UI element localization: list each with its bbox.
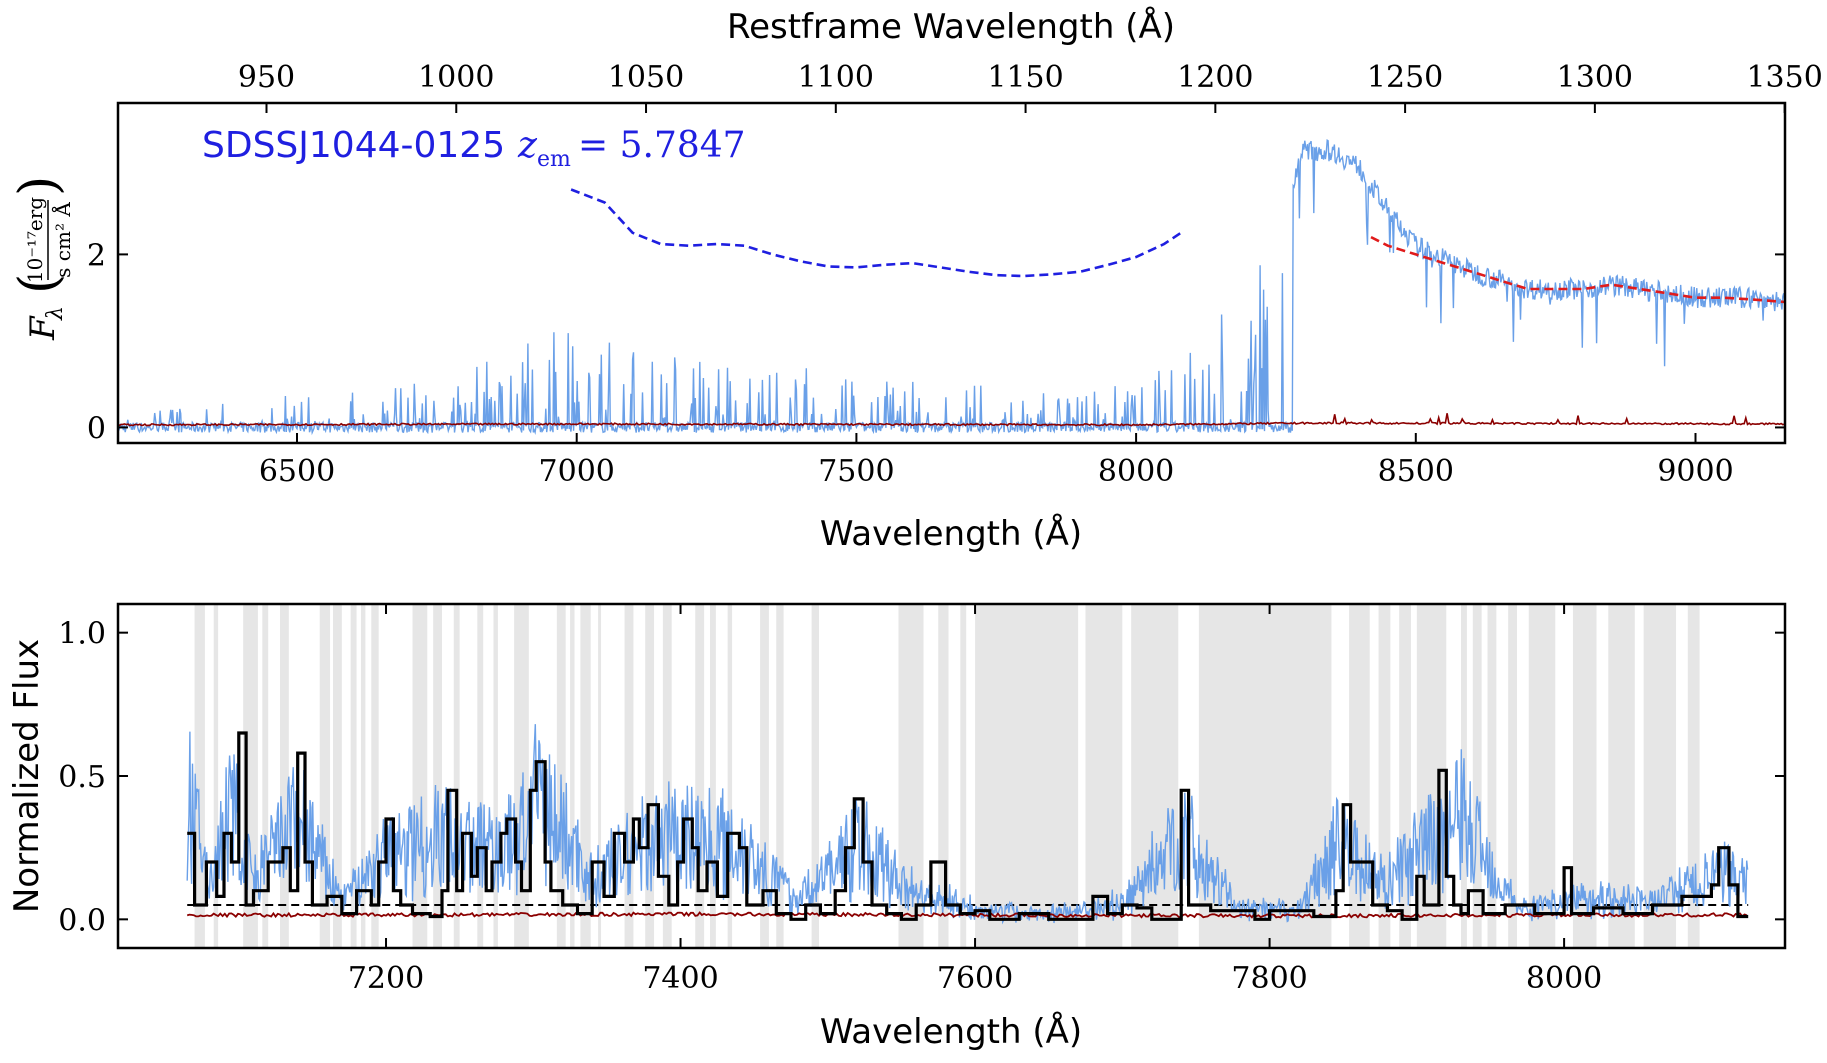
- bottom-xtick-label: 7800: [1231, 961, 1307, 996]
- shaded-region: [938, 604, 949, 948]
- top-flux-line: [118, 138, 1785, 436]
- shaded-region: [319, 604, 331, 948]
- bottom-xtick-label: 8000: [1526, 961, 1602, 996]
- shaded-region: [1528, 604, 1556, 948]
- shaded-region: [493, 604, 498, 948]
- shaded-region: [727, 604, 733, 948]
- top-ylabel-den: s cm² Å: [50, 202, 75, 278]
- shaded-region: [477, 604, 484, 948]
- shaded-region: [333, 604, 342, 948]
- shaded-region: [598, 604, 602, 948]
- shaded-region: [1687, 604, 1700, 948]
- shaded-region: [580, 604, 591, 948]
- top-continuum-model-line: [570, 188, 1182, 278]
- shaded-region: [1472, 604, 1482, 948]
- shaded-region: [279, 604, 289, 948]
- top-ylabel-symbol: F: [23, 315, 63, 341]
- shaded-region: [975, 604, 1079, 948]
- bottom-ytick-label: 0.5: [58, 760, 106, 795]
- z-value: = 5.7847: [578, 125, 746, 166]
- source-annotation: SDSSJ1044-0125 z em = 5.7847: [202, 125, 746, 172]
- top-restframe-tick-label: 1250: [1367, 60, 1443, 95]
- shaded-region: [1508, 604, 1517, 948]
- shaded-region: [811, 604, 819, 948]
- top-xtick-label: 6500: [259, 454, 335, 489]
- top-xtick-label: 8500: [1378, 454, 1454, 489]
- top-ylabel: F λ ( 10⁻¹⁷erg s cm² Å ): [9, 176, 75, 341]
- top-xtick-label: 8000: [1098, 454, 1174, 489]
- top-ytick-label: 2: [87, 238, 106, 273]
- shaded-region: [624, 604, 634, 948]
- top-xtick-label: 9000: [1657, 454, 1733, 489]
- shaded-region: [695, 604, 705, 948]
- shaded-region: [262, 604, 269, 948]
- bottom-xtick-label: 7400: [642, 961, 718, 996]
- shaded-region: [1416, 604, 1447, 948]
- shaded-region: [645, 604, 655, 948]
- top-xtick-label: 7000: [539, 454, 615, 489]
- top-ytick-label: 0: [87, 411, 106, 446]
- shaded-region: [570, 604, 575, 948]
- top-axis-ticks: 6500 7000 7500 8000 8500 9000 0 2 950 1000 1050 110…: [87, 60, 1823, 489]
- shaded-region: [1399, 604, 1411, 948]
- shaded-region: [1643, 604, 1677, 948]
- top-restframe-tick-label: 1050: [608, 60, 684, 95]
- shaded-region: [213, 604, 219, 948]
- bottom-ytick-label: 0.0: [58, 903, 106, 938]
- top-restframe-tick-label: 950: [238, 60, 295, 95]
- shaded-region: [760, 604, 769, 948]
- shaded-region: [453, 604, 460, 948]
- top-restframe-tick-label: 1300: [1557, 60, 1633, 95]
- top-xlabel: Wavelength (Å): [820, 513, 1082, 554]
- shaded-region: [1572, 604, 1597, 948]
- top-restframe-xlabel: Restframe Wavelength (Å): [727, 6, 1175, 47]
- top-panel: 6500 7000 7500 8000 8500 9000 0 2 950 1000 1050 110…: [9, 6, 1823, 554]
- shaded-region: [1378, 604, 1391, 948]
- shaded-region: [776, 604, 784, 948]
- bottom-error-line: [186, 911, 1747, 919]
- top-restframe-tick-label: 1350: [1746, 60, 1822, 95]
- shaded-region: [194, 604, 205, 948]
- z-symbol: z: [517, 125, 538, 166]
- bottom-ylabel: Normalized Flux: [7, 639, 47, 913]
- shaded-region: [1131, 604, 1179, 948]
- bottom-binned-flux-line: [187, 731, 1749, 921]
- shaded-region: [1487, 604, 1497, 948]
- shaded-region: [433, 604, 442, 948]
- shaded-region: [1608, 604, 1635, 948]
- shaded-region: [514, 604, 529, 948]
- shaded-region: [350, 604, 357, 948]
- source-name: SDSSJ1044-0125: [202, 125, 505, 166]
- top-ylabel-paren-left: (: [9, 274, 69, 294]
- bottom-xtick-label: 7200: [348, 961, 424, 996]
- top-xtick-label: 7500: [818, 454, 894, 489]
- z-subscript: em: [537, 147, 571, 172]
- shaded-region: [360, 604, 366, 948]
- top-restframe-tick-label: 1000: [418, 60, 494, 95]
- bottom-panel: 7200 7400 7600 7800 8000 0.0 0.5 1.0 Wavelength…: [7, 602, 1787, 1052]
- top-continuum-fit-line: [1370, 235, 1785, 304]
- bottom-axis-ticks: 7200 7400 7600 7800 8000 0.0 0.5 1.0: [58, 604, 1785, 996]
- bottom-plot-area: [186, 724, 1749, 925]
- top-plot-area: [118, 138, 1785, 436]
- top-axes-frame: [116, 101, 1787, 445]
- top-ylabel-paren-right: ): [9, 176, 69, 196]
- top-restframe-tick-label: 1150: [987, 60, 1063, 95]
- top-restframe-tick-label: 1100: [798, 60, 874, 95]
- shaded-region: [1349, 604, 1370, 948]
- top-ylabel-num: 10⁻¹⁷erg: [23, 197, 47, 283]
- shaded-region: [960, 604, 967, 948]
- shaded-region: [662, 604, 672, 948]
- top-error-line: [118, 413, 1785, 427]
- shaded-region: [709, 604, 716, 948]
- bottom-xtick-label: 7600: [937, 961, 1013, 996]
- bottom-ytick-label: 1.0: [58, 617, 106, 652]
- shaded-region: [1085, 604, 1123, 948]
- top-restframe-tick-label: 1200: [1177, 60, 1253, 95]
- bottom-xlabel: Wavelength (Å): [820, 1011, 1082, 1052]
- shaded-region: [371, 604, 379, 948]
- top-ylabel-sub: λ: [43, 306, 68, 321]
